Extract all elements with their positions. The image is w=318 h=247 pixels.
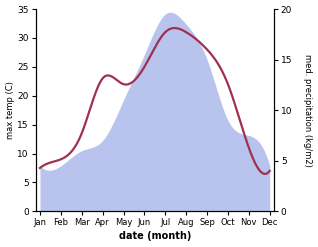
Y-axis label: max temp (C): max temp (C) [5,81,15,139]
Y-axis label: med. precipitation (kg/m2): med. precipitation (kg/m2) [303,54,313,167]
X-axis label: date (month): date (month) [119,231,191,242]
